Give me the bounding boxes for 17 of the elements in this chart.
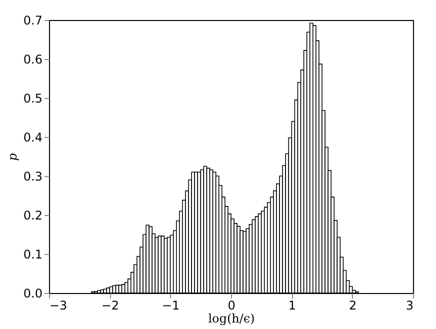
y-tick-label: 0.5 <box>23 92 42 106</box>
y-tick-label: 0.1 <box>23 248 42 262</box>
y-tick-label: 0.4 <box>23 130 42 144</box>
x-tick-label: 1 <box>288 298 296 312</box>
y-tick-label: 0.0 <box>23 286 42 300</box>
x-tick-label: −1 <box>162 298 180 312</box>
y-axis-title: p <box>5 152 20 161</box>
x-tick-label: 2 <box>349 298 357 312</box>
x-tick-label: −3 <box>50 298 68 312</box>
y-tick-label: 0.7 <box>23 14 42 28</box>
x-axis-title: log(h/ϵ) <box>208 312 255 326</box>
y-tick-label: 0.3 <box>23 170 42 184</box>
x-tick-label: 3 <box>406 298 414 312</box>
y-tick-label: 0.6 <box>23 52 42 66</box>
x-tick-label: −2 <box>101 298 120 312</box>
x-tick-label: 0 <box>228 298 236 312</box>
y-tick-label: 0.2 <box>23 208 42 222</box>
